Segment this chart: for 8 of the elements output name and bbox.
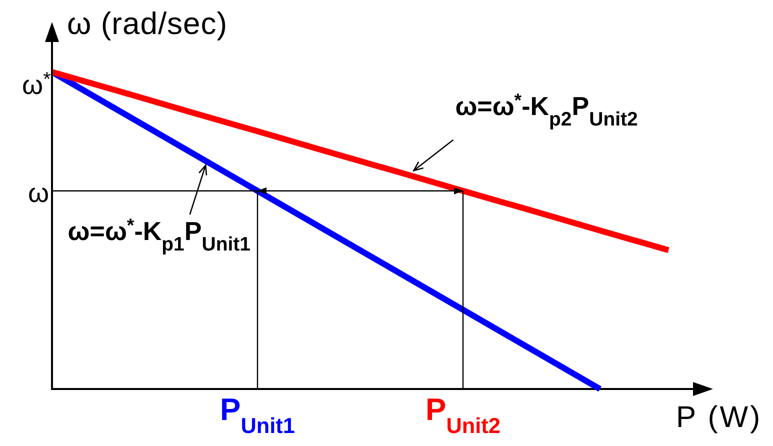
ref-line-label: ω <box>28 178 50 208</box>
annotation: ω=ω$^{*}$-K$_{p2}$P$_{Unit2}$ <box>455 89 638 131</box>
x-axis-title: P (W) <box>676 401 762 434</box>
annotation: ω=ω$^{*}$-K$_{p1}$P$_{Unit1}$ <box>68 214 250 256</box>
x-tick-label: P$_{Unit2}$ <box>426 392 500 438</box>
x-tick-label: P$_{Unit1}$ <box>220 392 295 438</box>
y-axis-title: ω (rad/sec) <box>67 6 228 41</box>
text: ω$^{*}$ <box>22 68 51 100</box>
